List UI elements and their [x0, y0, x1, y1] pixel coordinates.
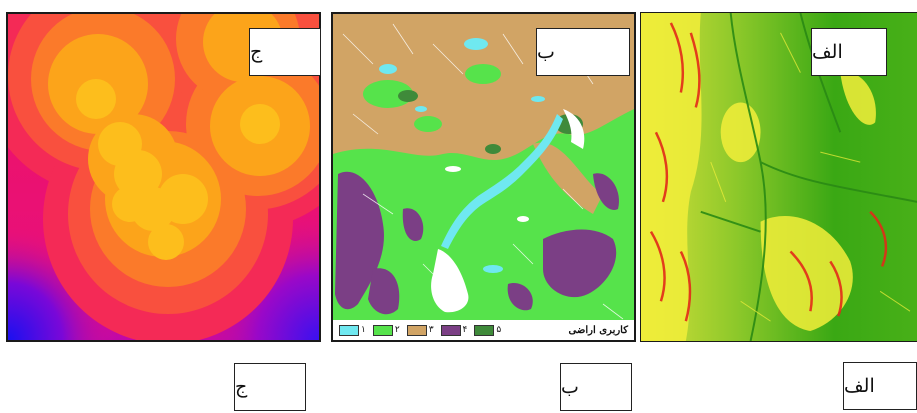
legend-swatch-4	[440, 324, 461, 336]
legend-label-3: ۳	[428, 325, 434, 335]
landuse-white	[431, 109, 585, 313]
legend-item-4: ۴	[440, 324, 468, 336]
legend-item-2: ۲	[372, 324, 400, 336]
legend-label-1: ۱	[361, 325, 366, 335]
legend-item-1: ۱	[339, 324, 366, 336]
suitability-map-panel	[640, 12, 917, 342]
landuse-class-1	[441, 114, 563, 249]
landuse-legend: ۱ ۲ ۳ ۴ ۵ کاربری اراضی	[333, 320, 634, 340]
legend-swatch-5	[474, 324, 495, 336]
buffer-core	[76, 79, 280, 260]
legend-swatch-2	[372, 324, 393, 336]
map-label-b: ب	[536, 28, 630, 76]
landuse-class-4	[335, 171, 619, 315]
legend-label-5: ۵	[496, 325, 502, 335]
legend-label-4: ۴	[462, 325, 468, 335]
caption-j: ج	[234, 363, 306, 411]
map-label-alef: الف	[811, 28, 887, 76]
legend-swatch-3	[406, 324, 427, 336]
caption-b: ب	[560, 363, 632, 411]
map-label-j: ج	[249, 28, 321, 76]
suitability-map	[641, 13, 917, 341]
suitability-red-zones	[649, 22, 888, 322]
legend-item-5: ۵	[474, 324, 502, 336]
legend-label-2: ۲	[394, 325, 400, 335]
caption-alef: الف	[843, 362, 917, 410]
legend-swatch-1	[339, 324, 359, 336]
legend-title: کاربری اراضی	[568, 324, 628, 336]
legend-item-3: ۳	[406, 324, 434, 336]
